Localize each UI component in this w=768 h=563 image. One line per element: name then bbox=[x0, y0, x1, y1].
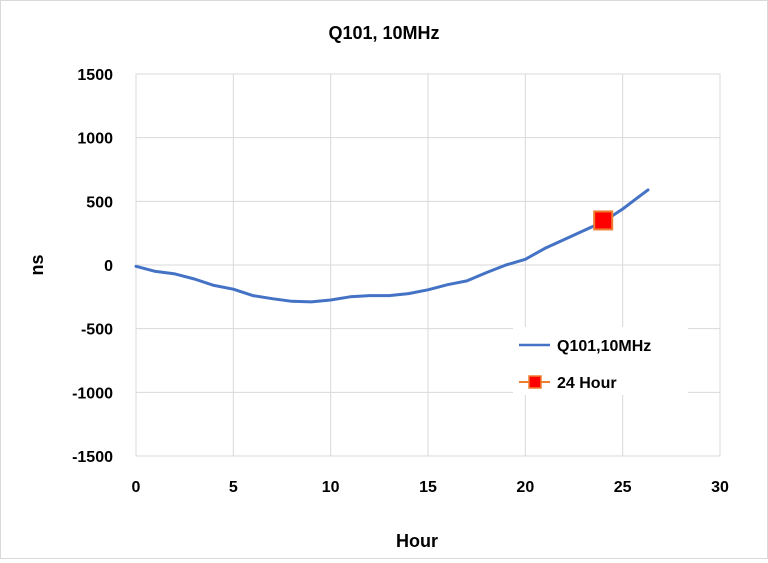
legend-label-marker: 24 Hour bbox=[557, 375, 617, 392]
x-tick-label: 0 bbox=[132, 479, 141, 496]
y-tick-label: -1500 bbox=[72, 449, 113, 466]
marker-24-hour bbox=[593, 210, 614, 231]
x-axis-label: Hour bbox=[396, 531, 438, 551]
y-tick-label: -1000 bbox=[72, 385, 113, 402]
series-line-q101 bbox=[134, 188, 650, 304]
y-tick-label: 0 bbox=[104, 258, 113, 275]
legend-background bbox=[513, 327, 688, 395]
y-tick-label: 500 bbox=[86, 194, 113, 211]
y-tick-label: 1000 bbox=[77, 131, 113, 148]
legend: Q101,10MHz 24 Hour bbox=[513, 327, 688, 395]
x-tick-labels: 0 5 10 15 20 25 30 bbox=[132, 479, 729, 496]
x-tick-label: 10 bbox=[322, 479, 340, 496]
series-layer bbox=[134, 188, 650, 304]
x-tick-label: 5 bbox=[229, 479, 238, 496]
y-tick-labels: -1500 -1000 -500 0 500 1000 1500 bbox=[72, 67, 113, 466]
legend-label-series: Q101,10MHz bbox=[557, 338, 651, 355]
x-tick-label: 20 bbox=[516, 479, 534, 496]
y-tick-label: 1500 bbox=[77, 67, 113, 84]
x-tick-label: 25 bbox=[614, 479, 632, 496]
chart-title: Q101, 10MHz bbox=[328, 23, 439, 43]
x-tick-label: 30 bbox=[711, 479, 729, 496]
legend-marker-swatch bbox=[528, 375, 542, 389]
y-tick-label: -500 bbox=[81, 322, 113, 339]
y-axis-label: ns bbox=[27, 254, 47, 275]
x-tick-label: 15 bbox=[419, 479, 437, 496]
